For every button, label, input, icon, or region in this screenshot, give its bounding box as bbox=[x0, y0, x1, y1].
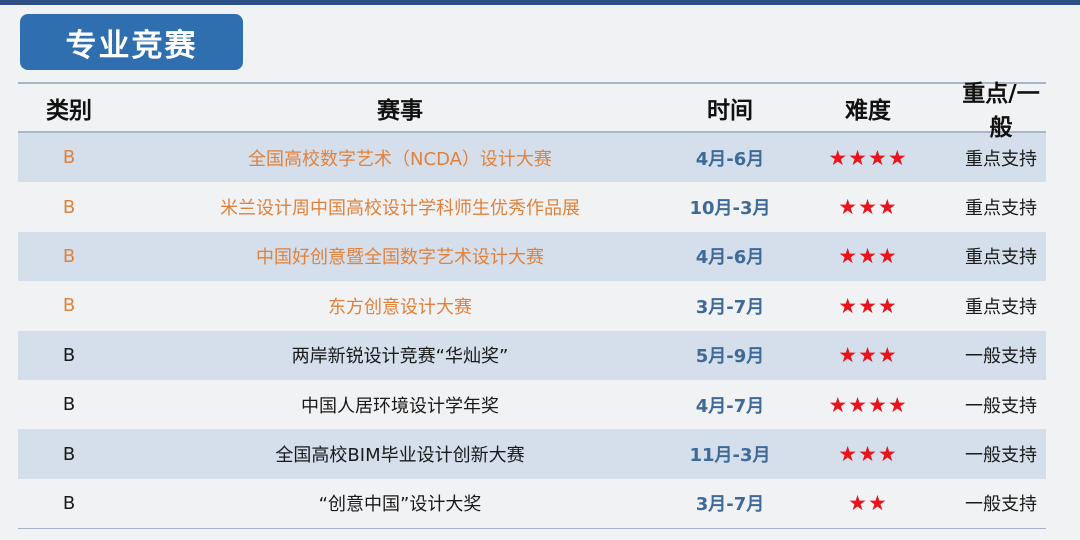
star-icon: ★★★★ bbox=[828, 145, 908, 170]
event-name-cell: 全国高校数字艺术（NCDA）设计大赛 bbox=[248, 148, 552, 170]
table-row: B “创意中国”设计大奖 3月-7月 ★★ 一般支持 bbox=[18, 479, 1046, 528]
support-cell: 一般支持 bbox=[965, 395, 1037, 417]
table-row: B 两岸新锐设计竞赛“华灿奖” 5月-9月 ★★★ 一般支持 bbox=[18, 330, 1046, 380]
support-cell: 重点支持 bbox=[965, 247, 1037, 269]
table-header: 类别 赛事 时间 难度 重点/一般 bbox=[18, 81, 1046, 141]
time-cell: 4月-7月 bbox=[695, 395, 765, 417]
header-time: 时间 bbox=[707, 97, 753, 124]
section-title: 专业竞赛 bbox=[20, 14, 243, 70]
event-name-cell: “创意中国”设计大奖 bbox=[318, 494, 482, 516]
category-cell: B bbox=[62, 394, 76, 416]
header-category: 类别 bbox=[46, 97, 92, 124]
time-cell: 11月-3月 bbox=[689, 445, 771, 467]
event-name-cell: 中国好创意暨全国数字艺术设计大赛 bbox=[256, 247, 544, 269]
time-cell: 3月-7月 bbox=[695, 296, 765, 318]
category-cell: B bbox=[62, 492, 76, 514]
divider bbox=[18, 528, 1046, 530]
table-row: B 全国高校BIM毕业设计创新大赛 11月-3月 ★★★ 一般支持 bbox=[18, 429, 1046, 479]
table-row: B 米兰设计周中国高校设计学科师生优秀作品展 10月-3月 ★★★ 重点支持 bbox=[18, 182, 1046, 231]
star-icon: ★★★ bbox=[838, 195, 898, 220]
time-cell: 4月-6月 bbox=[695, 148, 765, 170]
event-name-cell: 全国高校BIM毕业设计创新大赛 bbox=[275, 445, 525, 467]
divider bbox=[18, 82, 1046, 84]
header-event: 赛事 bbox=[377, 97, 423, 124]
table-body: B 全国高校数字艺术（NCDA）设计大赛 4月-6月 ★★★★ 重点支持 B 米兰设计周中国… bbox=[18, 133, 1046, 528]
time-cell: 5月-9月 bbox=[695, 346, 765, 368]
time-cell: 3月-7月 bbox=[695, 494, 765, 516]
support-cell: 重点支持 bbox=[965, 148, 1037, 170]
star-icon: ★★★ bbox=[838, 244, 898, 269]
support-cell: 一般支持 bbox=[965, 445, 1037, 467]
time-cell: 10月-3月 bbox=[689, 198, 771, 220]
event-name-cell: 米兰设计周中国高校设计学科师生优秀作品展 bbox=[220, 198, 580, 220]
table-row: B 中国人居环境设计学年奖 4月-7月 ★★★★ 一般支持 bbox=[18, 380, 1046, 429]
table-row: B 全国高校数字艺术（NCDA）设计大赛 4月-6月 ★★★★ 重点支持 bbox=[18, 133, 1046, 183]
top-bar bbox=[0, 0, 1080, 5]
star-icon: ★★★ bbox=[838, 293, 898, 318]
event-name-cell: 中国人居环境设计学年奖 bbox=[301, 395, 499, 417]
category-cell: B bbox=[62, 147, 76, 169]
support-cell: 重点支持 bbox=[965, 296, 1037, 318]
header-support: 重点/一般 bbox=[962, 80, 1040, 141]
table-row: B 中国好创意暨全国数字艺术设计大赛 4月-6月 ★★★ 重点支持 bbox=[18, 231, 1046, 282]
star-icon: ★★ bbox=[848, 491, 888, 516]
star-icon: ★★★★ bbox=[828, 392, 908, 417]
support-cell: 一般支持 bbox=[965, 346, 1037, 368]
star-icon: ★★★ bbox=[838, 343, 898, 368]
category-cell: B bbox=[62, 295, 76, 317]
support-cell: 重点支持 bbox=[965, 198, 1037, 220]
category-cell: B bbox=[62, 196, 76, 218]
category-cell: B bbox=[62, 443, 76, 465]
event-name-cell: 东方创意设计大赛 bbox=[328, 296, 472, 318]
divider bbox=[18, 131, 1046, 133]
support-cell: 一般支持 bbox=[965, 494, 1037, 516]
star-icon: ★★★ bbox=[838, 442, 898, 467]
category-cell: B bbox=[62, 245, 76, 267]
header-difficulty: 难度 bbox=[845, 97, 891, 124]
event-name-cell: 两岸新锐设计竞赛“华灿奖” bbox=[291, 346, 509, 368]
category-cell: B bbox=[62, 344, 76, 366]
table-row: B 东方创意设计大赛 3月-7月 ★★★ 重点支持 bbox=[18, 281, 1046, 330]
competition-table: 类别 赛事 时间 难度 重点/一般 B 全国高校数字艺术（NCDA）设计大赛 4月-… bbox=[18, 81, 1046, 530]
time-cell: 4月-6月 bbox=[695, 247, 765, 269]
